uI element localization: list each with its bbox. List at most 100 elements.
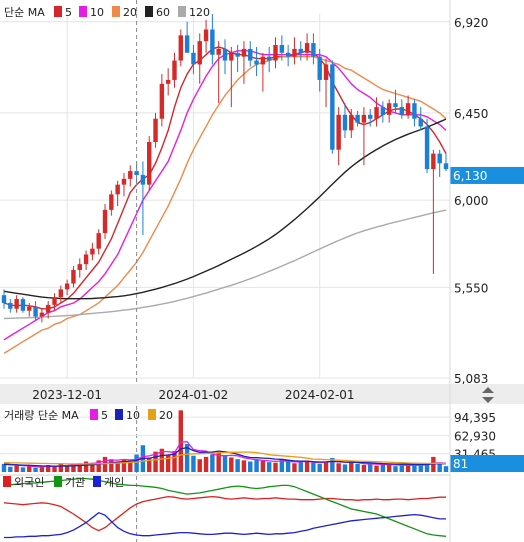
- price-axis: 6,920 6,450 6,000 5,550 5,083: [454, 16, 488, 386]
- volume-bar: [424, 464, 430, 472]
- volume-bar: [342, 464, 348, 472]
- candle-body: [279, 45, 285, 53]
- candle: [197, 33, 202, 84]
- candle-body: [121, 178, 127, 185]
- current-price-badge: 6,130: [450, 166, 524, 184]
- candle: [102, 204, 108, 239]
- candle: [147, 136, 152, 191]
- candle: [140, 161, 146, 236]
- candle: [248, 41, 253, 67]
- candle: [1, 289, 7, 309]
- volume-bar: [71, 464, 76, 472]
- candle: [159, 74, 165, 127]
- candle-body: [210, 29, 215, 55]
- candle: [71, 266, 76, 288]
- candle: [165, 68, 171, 96]
- volume-bar: [64, 466, 70, 472]
- ma-legend-swatch: [178, 6, 186, 17]
- volume-bar: [8, 466, 13, 472]
- candle: [323, 58, 329, 108]
- candle-body: [172, 60, 177, 80]
- candle-body: [39, 312, 45, 317]
- panel-resize-handle[interactable]: [482, 387, 494, 403]
- volume-bar: [102, 456, 108, 472]
- candle: [380, 101, 386, 123]
- candle: [64, 279, 70, 296]
- candle-body: [90, 248, 95, 255]
- candle: [424, 118, 430, 174]
- candle: [412, 99, 417, 127]
- volume-bar: [254, 459, 259, 472]
- volume-bar: [393, 466, 398, 472]
- volume-bar: [241, 460, 247, 472]
- candle: [349, 109, 354, 139]
- price-tick-label: 6,920: [454, 16, 488, 30]
- volume-bar: [323, 461, 329, 472]
- investor-legend-label: 외국인: [14, 476, 44, 489]
- volume-bar: [437, 463, 442, 472]
- candle: [418, 107, 423, 131]
- arrow-up-icon[interactable]: [482, 387, 494, 393]
- candle: [355, 110, 360, 127]
- candle: [83, 250, 89, 270]
- candle: [184, 21, 190, 53]
- candle-body: [355, 114, 360, 123]
- date-axis-background: [0, 384, 524, 404]
- volume-bar: [52, 465, 57, 472]
- candle-body: [33, 306, 38, 317]
- volume-bar: [147, 458, 152, 472]
- volume-bar: [405, 465, 411, 472]
- candle-body: [412, 103, 417, 119]
- candle-body: [260, 56, 266, 65]
- volume-bar: [355, 463, 360, 472]
- candle-body: [77, 264, 82, 270]
- candle: [342, 103, 348, 139]
- investor-lines: [3, 477, 447, 539]
- volume-bar: [20, 467, 26, 472]
- volume-legend-swatch: [115, 409, 123, 420]
- candle-body: [222, 48, 228, 61]
- candle-body: [109, 194, 114, 210]
- candle-body: [443, 163, 449, 170]
- candle: [90, 242, 95, 261]
- candle-body: [14, 299, 19, 309]
- candle: [58, 285, 64, 303]
- candle-body: [431, 153, 436, 170]
- volume-ma-line-10: [3, 447, 447, 467]
- candle: [52, 293, 57, 311]
- volume-bar: [159, 448, 165, 472]
- candle-body: [153, 118, 158, 142]
- candle-body: [311, 43, 316, 57]
- volume-bar: [304, 460, 310, 472]
- volume-bar: [222, 455, 228, 472]
- candle: [361, 107, 367, 166]
- ma-legend-title: 단순 MA: [4, 6, 45, 19]
- candle-body: [235, 52, 240, 57]
- candle-body: [71, 269, 76, 284]
- candle-body: [424, 126, 430, 170]
- volume-bar: [39, 466, 45, 472]
- volume-bar: [431, 456, 436, 472]
- volume-bar: [361, 465, 367, 472]
- candle-body: [147, 141, 152, 185]
- candle: [45, 301, 51, 319]
- candlesticks: [1, 14, 449, 323]
- candle-body: [342, 114, 348, 131]
- candle-body: [273, 45, 278, 61]
- arrow-down-icon[interactable]: [482, 397, 494, 403]
- volume-ma-lines: [3, 441, 447, 468]
- volume-bar: [96, 460, 101, 472]
- candle: [330, 60, 335, 154]
- candle-body: [159, 83, 165, 119]
- volume-bar: [109, 459, 114, 472]
- investor-line-3: [4, 511, 446, 539]
- candle: [229, 46, 234, 108]
- candle-body: [184, 35, 190, 53]
- candle-body: [58, 289, 64, 298]
- volume-bar: [90, 462, 95, 472]
- candle-body: [165, 79, 171, 84]
- candle: [172, 52, 177, 88]
- candle: [292, 37, 297, 65]
- volume-legend: 거래량 단순 MA 5 10 20: [4, 409, 173, 422]
